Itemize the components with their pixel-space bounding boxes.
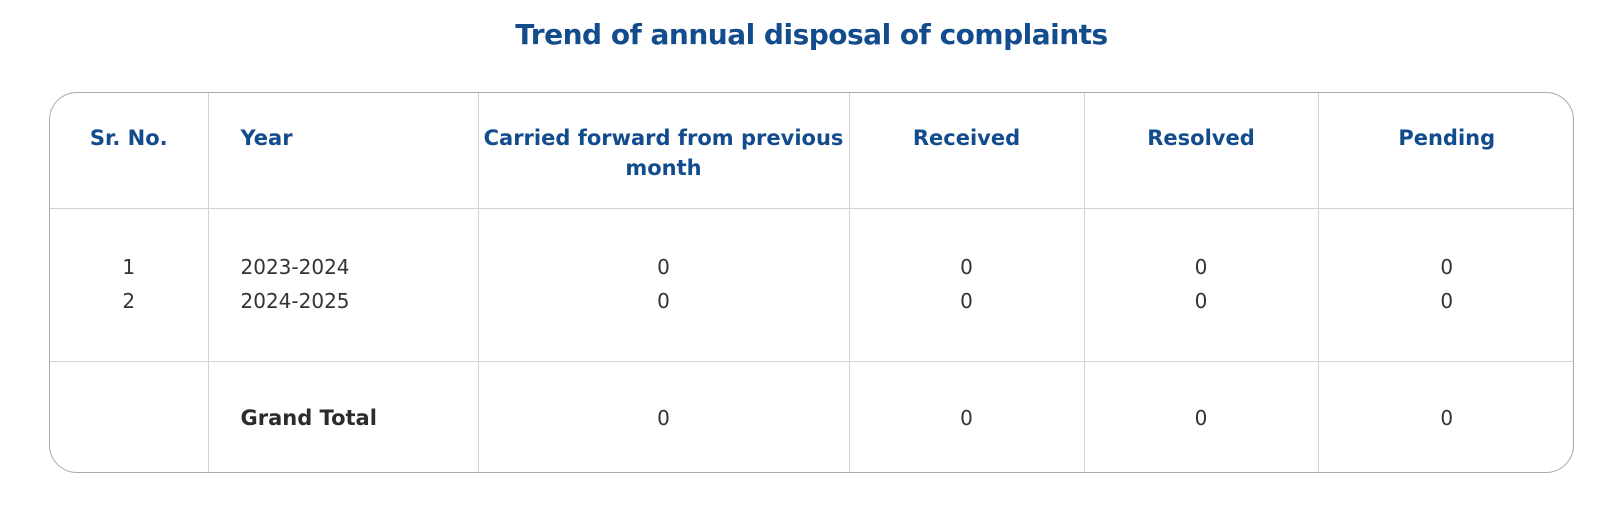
cell-sr-no: 2 [50,287,208,362]
total-resolved: 0 [1083,361,1318,472]
header-carried-forward: Carried forward from previous month [477,93,849,209]
cell-pending: 0 [1317,208,1573,287]
cell-carried-forward: 0 [477,208,849,287]
cell-resolved: 0 [1083,287,1318,362]
cell-received: 0 [848,208,1084,287]
page-title: Trend of annual disposal of complaints [515,18,1108,51]
header-received: Received [848,93,1084,209]
header-sr-no: Sr. No. [50,93,208,209]
total-received: 0 [848,361,1084,472]
table-row: 2 2024-2025 0 0 0 0 [50,287,1573,362]
complaints-table-container: Sr. No. Year Carried forward from previo… [49,92,1574,473]
cell-year: 2023-2024 [207,208,478,287]
cell-year: 2024-2025 [207,287,478,362]
header-year: Year [207,93,478,209]
header-row: Sr. No. Year Carried forward from previo… [50,93,1573,209]
grand-total-label: Grand Total [207,361,478,472]
table-row: 1 2023-2024 0 0 0 0 [50,208,1573,287]
header-resolved: Resolved [1083,93,1318,209]
total-pending: 0 [1317,361,1573,472]
cell-empty [50,361,208,472]
table-header: Sr. No. Year Carried forward from previo… [50,93,1573,209]
header-pending: Pending [1317,93,1573,209]
table-body: 1 2023-2024 0 0 0 0 2 2024-2025 0 0 0 0 [50,208,1573,472]
cell-received: 0 [848,287,1084,362]
cell-pending: 0 [1317,287,1573,362]
complaints-table: Sr. No. Year Carried forward from previo… [50,93,1573,472]
cell-carried-forward: 0 [477,287,849,362]
cell-resolved: 0 [1083,208,1318,287]
grand-total-row: Grand Total 0 0 0 0 [50,361,1573,472]
cell-sr-no: 1 [122,255,136,279]
total-carried-forward: 0 [477,361,849,472]
